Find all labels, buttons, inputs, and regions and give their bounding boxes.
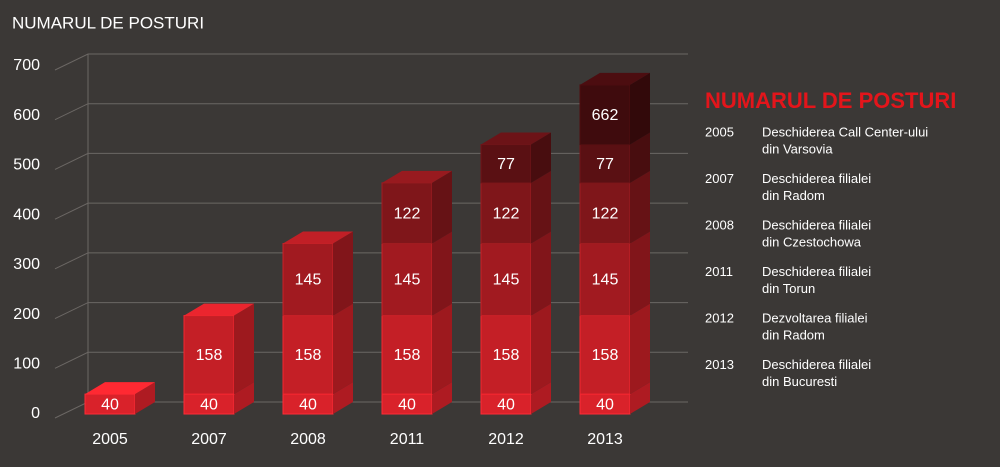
panel-text: Deschiderea filialei (762, 217, 871, 232)
bar-side (531, 382, 551, 414)
value-label: 145 (592, 272, 619, 289)
y-tick-label: 100 (13, 356, 40, 373)
bar-segment (282, 242, 334, 317)
bar-side (234, 303, 254, 395)
bar-side (432, 382, 452, 414)
bar-top (184, 303, 254, 316)
bar-segment (579, 84, 631, 146)
value-label: 40 (398, 396, 416, 413)
bar-side (333, 303, 353, 395)
bar-top (382, 170, 452, 183)
value-label: 158 (394, 347, 421, 364)
bar-top (580, 72, 650, 85)
bar-side (630, 72, 650, 145)
bar-side (234, 382, 254, 414)
value-label: 77 (596, 156, 614, 173)
bar-side (432, 231, 452, 316)
x-tick-label: 2013 (587, 431, 623, 448)
bar-segment (480, 242, 532, 317)
panel-text: Deschiderea filialei (762, 171, 871, 186)
x-tick-label: 2008 (290, 431, 326, 448)
value-label: 145 (493, 272, 520, 289)
panel-text: Deschiderea filialei (762, 357, 871, 372)
x-tick-label: 2007 (191, 431, 227, 448)
value-label: 158 (493, 347, 520, 364)
panel-year: 2011 (705, 264, 733, 279)
bar-top (85, 382, 155, 395)
bar-segment (480, 182, 532, 244)
bar-top (481, 132, 551, 145)
value-label: 77 (497, 156, 515, 173)
panel-year: 2008 (705, 217, 734, 232)
panel-year: 2012 (705, 310, 734, 325)
bar-segment (579, 315, 631, 395)
bar-side (531, 303, 551, 395)
value-label: 40 (200, 396, 218, 413)
bar-side (531, 132, 551, 183)
value-label: 122 (493, 205, 520, 222)
value-label: 40 (299, 396, 317, 413)
y-tick-label: 300 (13, 256, 40, 273)
panel-year: 2007 (705, 171, 734, 186)
panel-text: din Czestochowa (762, 234, 862, 249)
panel-text: Deschiderea filialei (762, 264, 871, 279)
value-label: 122 (592, 205, 619, 222)
bar-side (135, 382, 155, 414)
value-label: 40 (497, 396, 515, 413)
bar-segment (381, 242, 433, 317)
panel-year: 2013 (705, 357, 734, 372)
bar-side (531, 231, 551, 316)
x-tick-label: 2011 (390, 431, 425, 448)
panel-text: Deschiderea Call Center-ului (762, 124, 928, 139)
panel-text: din Radom (762, 188, 825, 203)
bar-top (283, 231, 353, 244)
value-label: 662 (592, 107, 619, 124)
bar-side (630, 303, 650, 395)
value-label: 158 (592, 347, 619, 364)
grid-line (54, 53, 688, 71)
y-tick-label: 500 (13, 157, 40, 174)
bar-side (531, 170, 551, 244)
value-label: 122 (394, 205, 421, 222)
bar-side (333, 231, 353, 316)
value-label: 158 (295, 347, 322, 364)
bar-side (630, 170, 650, 244)
panel-text: din Varsovia (762, 141, 833, 156)
bar-segment (381, 182, 433, 244)
bar-side (432, 303, 452, 395)
panel-text: din Radom (762, 327, 825, 342)
bar-side (630, 382, 650, 414)
x-tick-label: 2012 (488, 431, 524, 448)
panel-text: Dezvoltarea filialei (762, 310, 868, 325)
y-tick-label: 0 (31, 405, 40, 422)
bar-segment (579, 182, 631, 244)
value-label: 40 (101, 396, 119, 413)
panel-title: NUMARUL DE POSTURI (705, 88, 956, 113)
y-tick-label: 700 (13, 57, 40, 74)
x-tick-label: 2005 (92, 431, 128, 448)
bar-side (630, 231, 650, 316)
chart-title: NUMARUL DE POSTURI (12, 13, 204, 32)
y-tick-label: 200 (13, 306, 40, 323)
bar-side (333, 382, 353, 414)
bar-segment (480, 144, 532, 184)
panel-year: 2005 (705, 124, 734, 139)
bar-side (432, 170, 452, 244)
bar-segment (282, 315, 334, 395)
value-label: 158 (196, 347, 223, 364)
panel-text: din Bucuresti (762, 374, 837, 389)
value-label: 145 (394, 272, 421, 289)
y-tick-label: 600 (13, 107, 40, 124)
y-tick-label: 400 (13, 206, 40, 223)
value-label: 145 (295, 272, 322, 289)
bar-segment (183, 315, 235, 395)
panel-text: din Torun (762, 281, 815, 296)
bar-side (630, 132, 650, 183)
value-label: 40 (596, 396, 614, 413)
